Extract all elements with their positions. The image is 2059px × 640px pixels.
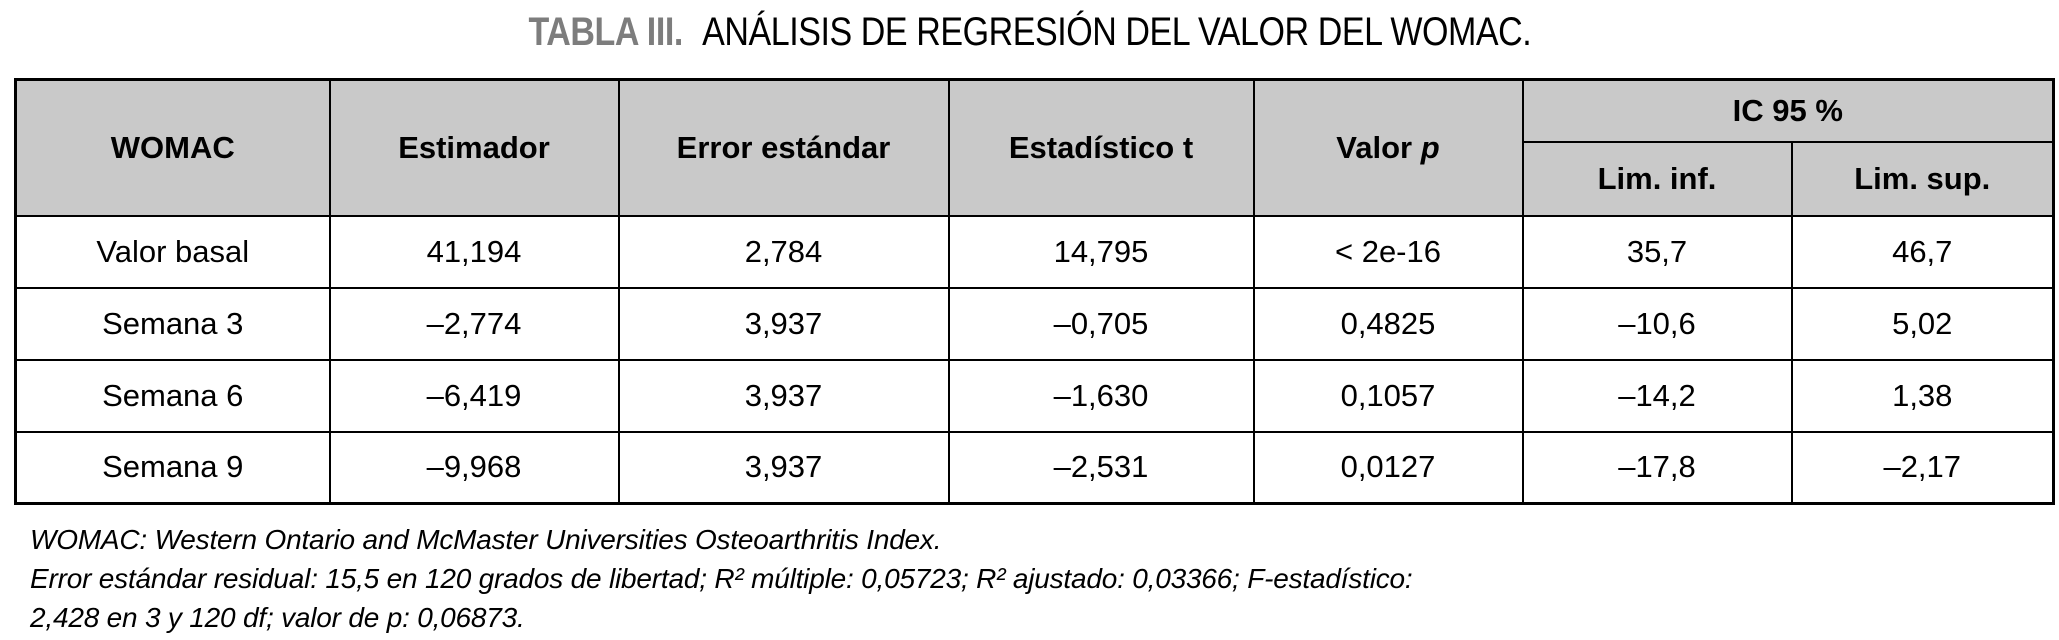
cell-lim-inf: –17,8 — [1521, 430, 1793, 505]
table-title-text: ANÁLISIS DE REGRESIÓN DEL VALOR DEL WOMA… — [701, 10, 1532, 54]
regression-table: WOMAC Estimador Error estándar Estadísti… — [14, 78, 2055, 505]
cell-error-estandar: 3,937 — [617, 358, 950, 433]
cell-estimador: –2,774 — [328, 286, 620, 361]
row-label: Semana 3 — [14, 286, 331, 361]
cell-valor-p: 0,0127 — [1252, 430, 1524, 505]
col-header-lim-inf: Lim. inf. — [1521, 140, 1793, 217]
col-header-estadistico-t: Estadístico t — [947, 78, 1255, 217]
cell-lim-sup: –2,17 — [1790, 430, 2055, 505]
col-header-valor-p: Valor p — [1252, 78, 1524, 217]
col-header-lim-sup: Lim. sup. — [1790, 140, 2055, 217]
col-header-ic95: IC 95 % — [1521, 78, 2055, 143]
cell-lim-inf: 35,7 — [1521, 214, 1793, 289]
cell-estadistico-t: –1,630 — [947, 358, 1255, 433]
table-body: Valor basal 41,194 2,784 14,795 < 2e-16 … — [14, 214, 2055, 505]
cell-estimador: 41,194 — [328, 214, 620, 289]
cell-estadistico-t: –0,705 — [947, 286, 1255, 361]
row-label: Semana 6 — [14, 358, 331, 433]
valor-p-label: Valor — [1336, 129, 1413, 165]
cell-estimador: –6,419 — [328, 358, 620, 433]
header-row-top: WOMAC Estimador Error estándar Estadísti… — [14, 78, 2055, 217]
cell-lim-inf: –10,6 — [1521, 286, 1793, 361]
table-row-semana-9: Semana 9 –9,968 3,937 –2,531 0,0127 –17,… — [14, 430, 2055, 505]
header-row-sub: Lim. inf. Lim. sup. — [16, 140, 2055, 217]
cell-lim-sup: 46,7 — [1790, 214, 2055, 289]
cell-estadistico-t: –2,531 — [947, 430, 1255, 505]
footnote-line-1: WOMAC: Western Ontario and McMaster Univ… — [30, 524, 942, 555]
col-header-estimador: Estimador — [328, 78, 620, 217]
valor-p-variable: p — [1420, 129, 1440, 165]
cell-estimador: –9,968 — [328, 430, 620, 505]
col-header-womac: WOMAC — [14, 78, 331, 217]
cell-estadistico-t: 14,795 — [947, 214, 1255, 289]
table-title-line: TABLA III. ANÁLISIS DE REGRESIÓN DEL VAL… — [528, 10, 1531, 55]
footnotes: WOMAC: Western Ontario and McMaster Univ… — [30, 520, 1413, 637]
cell-error-estandar: 3,937 — [617, 430, 950, 505]
footnote-line-3: 2,428 en 3 y 120 df; valor de p: 0,06873… — [30, 602, 525, 633]
cell-error-estandar: 3,937 — [617, 286, 950, 361]
table-row-valor-basal: Valor basal 41,194 2,784 14,795 < 2e-16 … — [14, 214, 2055, 289]
col-header-error-estandar: Error estándar — [617, 78, 950, 217]
table-title: TABLA III. ANÁLISIS DE REGRESIÓN DEL VAL… — [0, 10, 2059, 55]
cell-valor-p: 0,1057 — [1252, 358, 1524, 433]
cell-lim-sup: 5,02 — [1790, 286, 2055, 361]
table-row-semana-6: Semana 6 –6,419 3,937 –1,630 0,1057 –14,… — [14, 358, 2055, 433]
row-label: Valor basal — [14, 214, 331, 289]
cell-error-estandar: 2,784 — [617, 214, 950, 289]
cell-valor-p: 0,4825 — [1252, 286, 1524, 361]
cell-lim-sup: 1,38 — [1790, 358, 2055, 433]
cell-valor-p: < 2e-16 — [1252, 214, 1524, 289]
cell-lim-inf: –14,2 — [1521, 358, 1793, 433]
row-label: Semana 9 — [14, 430, 331, 505]
table-title-label: TABLA III. — [528, 10, 683, 54]
footnote-line-2: Error estándar residual: 15,5 en 120 gra… — [30, 563, 1413, 594]
table-header: WOMAC Estimador Error estándar Estadísti… — [14, 78, 2055, 217]
table-row-semana-3: Semana 3 –2,774 3,937 –0,705 0,4825 –10,… — [14, 286, 2055, 361]
